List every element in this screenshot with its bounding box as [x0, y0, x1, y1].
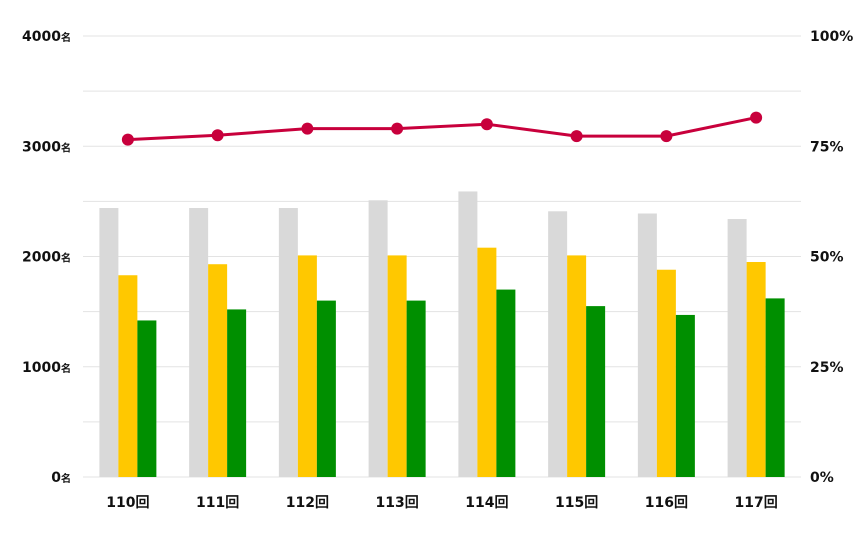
bar-series-3-bar — [316, 300, 336, 477]
y-right-tick-label: 25% — [810, 360, 844, 376]
x-tick-label: 110回 — [106, 495, 149, 511]
x-axis: 110回 111回 112回 113回 114回 115回 116回 117回 — [106, 495, 777, 511]
bar-series-3-bar — [227, 309, 247, 477]
rate-point — [211, 129, 224, 142]
bar-series-2-bar — [118, 275, 138, 477]
y-left-tick-label: 4000名 — [22, 29, 71, 45]
bar-series-2-bar — [746, 262, 766, 477]
rate-point — [301, 122, 314, 135]
y-right-tick-label: 0% — [810, 470, 834, 486]
y-left-tick-label: 0名 — [51, 470, 71, 486]
bar-series-1-bar — [189, 207, 209, 478]
y-axis-right: 0% 25% 50% 75% 100% — [810, 29, 853, 486]
bar-series-1-bar — [99, 207, 119, 478]
bar-series-1-bar — [458, 191, 478, 477]
bar-series-2-bar — [387, 255, 407, 477]
rate-point — [570, 130, 583, 143]
y-right-tick-label: 100% — [810, 29, 853, 45]
bars — [99, 191, 785, 478]
bar-series-2-bar — [477, 247, 497, 477]
bar-series-1-bar — [278, 207, 298, 478]
bar-series-1-bar — [548, 211, 568, 478]
rate-line-path — [127, 116, 757, 142]
x-tick-label: 114回 — [465, 495, 508, 511]
y-axis-left: 0名 1000名 2000名 3000名 4000名 — [22, 29, 71, 486]
rate-point — [391, 122, 404, 135]
bar-series-1-bar — [727, 219, 747, 477]
rate-point — [480, 118, 493, 131]
bar-series-3-bar — [137, 320, 157, 477]
x-tick-label: 116回 — [645, 495, 688, 511]
x-tick-label: 112回 — [286, 495, 329, 511]
y-right-tick-label: 75% — [810, 139, 844, 155]
bar-series-3-bar — [406, 300, 426, 477]
bar-series-1-bar — [368, 200, 388, 477]
bar-series-3-bar — [675, 314, 695, 477]
x-tick-label: 117回 — [735, 495, 778, 511]
x-tick-label: 113回 — [376, 495, 419, 511]
rate-point — [660, 130, 673, 143]
bar-series-3-bar — [496, 289, 516, 477]
rate-point — [121, 133, 134, 146]
bar-series-3-bar — [586, 306, 606, 477]
rate-line — [121, 111, 763, 146]
y-right-tick-label: 50% — [810, 250, 844, 266]
bar-series-2-bar — [208, 264, 228, 477]
bar-series-2-bar — [656, 269, 676, 477]
bar-series-3-bar — [765, 298, 785, 477]
bar-series-2-bar — [567, 255, 587, 477]
x-tick-label: 115回 — [555, 495, 598, 511]
x-tick-label: 111回 — [196, 495, 239, 511]
y-left-tick-label: 2000名 — [22, 250, 71, 266]
y-left-tick-label: 3000名 — [22, 139, 71, 155]
rate-point — [750, 111, 763, 124]
bar-series-1-bar — [637, 213, 657, 477]
y-left-tick-label: 1000名 — [22, 360, 71, 376]
bar-series-2-bar — [297, 255, 317, 477]
